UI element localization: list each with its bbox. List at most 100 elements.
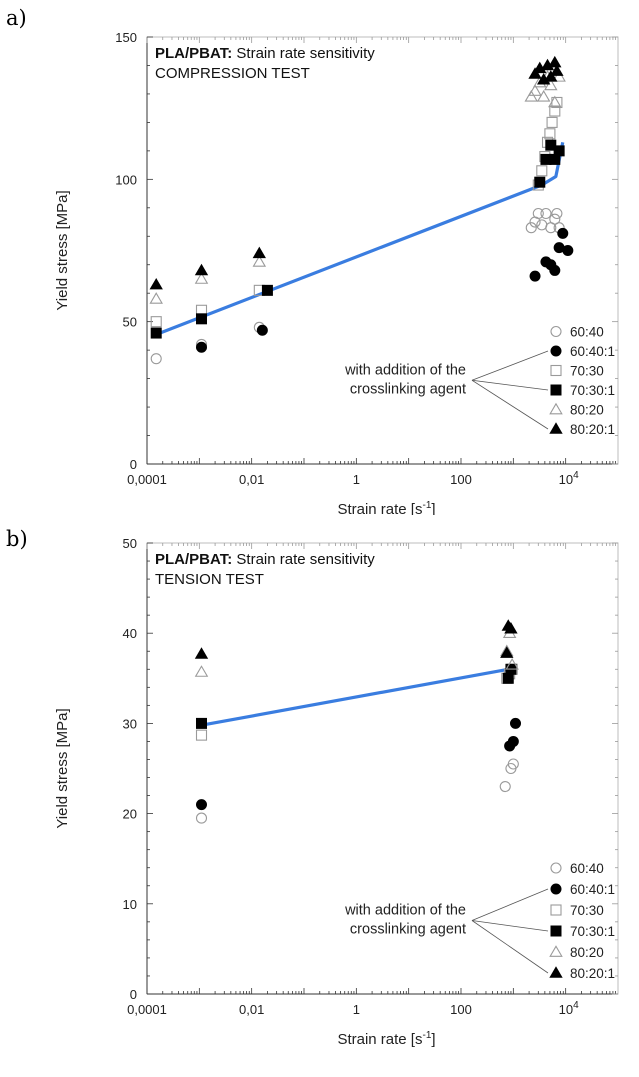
data-point — [529, 270, 541, 282]
data-point — [261, 284, 273, 296]
legend-marker — [549, 402, 563, 415]
data-point — [502, 672, 514, 684]
data-point — [550, 64, 564, 76]
data-point — [532, 207, 544, 220]
x-axis-label: Strain rate [s-1] — [337, 1030, 435, 1048]
x-tick-label: 100 — [450, 1002, 472, 1017]
data-point — [549, 264, 561, 276]
series-80-20-1 — [194, 619, 518, 659]
series-60-40 — [150, 207, 565, 365]
x-axis-label-end: ] — [431, 501, 435, 515]
x-axis-label-base: Strain rate [s — [337, 1031, 422, 1048]
series-60-40-1 — [195, 227, 574, 353]
data-point — [252, 246, 266, 259]
data-point — [546, 116, 558, 128]
data-point — [194, 647, 209, 659]
data-point — [500, 646, 514, 658]
legend-marker — [550, 364, 562, 377]
y-tick-label: 0 — [130, 987, 137, 1002]
x-tick-label: 1 — [353, 472, 360, 487]
y-axis-label: Yield stress [MPa] — [54, 708, 71, 828]
y-tick-label: 100 — [115, 172, 137, 187]
data-point — [194, 272, 209, 284]
data-point — [195, 717, 207, 729]
data-point — [499, 780, 511, 793]
data-point — [507, 735, 519, 747]
data-point — [553, 145, 565, 157]
chart-title: PLA/PBAT: Strain rate sensitivity — [155, 551, 375, 568]
chart-subtitle: COMPRESSION TEST — [155, 65, 310, 82]
y-tick-label: 40 — [123, 626, 137, 641]
legend-marker — [550, 325, 562, 338]
legend-marker — [550, 925, 562, 937]
data-point — [150, 316, 162, 328]
legend-label: 80:20 — [570, 403, 604, 418]
y-tick-label: 30 — [123, 716, 137, 731]
data-point — [548, 55, 562, 68]
annotation-connector — [471, 920, 549, 974]
annotation-connector — [471, 379, 549, 391]
data-point — [150, 353, 162, 365]
data-point — [507, 758, 519, 770]
data-point — [194, 665, 209, 677]
data-point — [557, 227, 569, 239]
chart-title: PLA/PBAT: Strain rate sensitivity — [155, 45, 375, 62]
data-point — [540, 207, 552, 220]
annotation-text: crosslinking agent — [350, 381, 466, 397]
series-80-20 — [194, 626, 519, 677]
legend-marker — [550, 384, 562, 396]
data-point — [195, 313, 207, 325]
legend-label: 60:40:1 — [570, 344, 615, 359]
legend-marker — [550, 345, 562, 357]
legend-label: 60:40:1 — [570, 882, 615, 897]
legend-label: 70:30:1 — [570, 383, 615, 398]
x-tick-label: 1 — [353, 1002, 360, 1017]
x-tick-label: 0,01 — [239, 472, 264, 487]
data-point — [149, 292, 163, 304]
legend-label: 80:20:1 — [570, 422, 615, 437]
y-tick-label: 10 — [123, 897, 137, 912]
data-point — [549, 105, 561, 117]
annotation-connector — [471, 920, 549, 932]
x-axis-label-exponent: -1 — [422, 500, 431, 511]
data-point — [548, 95, 562, 108]
data-point — [195, 799, 207, 811]
data-point — [549, 213, 561, 225]
data-point — [528, 67, 542, 79]
data-point — [252, 255, 267, 267]
data-point — [195, 729, 208, 741]
y-tick-label: 20 — [123, 807, 137, 822]
data-point — [544, 78, 558, 91]
data-point — [505, 657, 519, 670]
data-point — [149, 277, 163, 290]
fit-line — [201, 667, 509, 727]
legend-label: 80:20:1 — [570, 966, 615, 981]
legend-label: 70:30:1 — [570, 924, 615, 939]
series-70-30 — [150, 96, 563, 328]
series-70-30-1 — [150, 139, 565, 339]
data-point — [552, 70, 566, 82]
y-tick-label: 150 — [115, 30, 137, 45]
data-point — [509, 717, 521, 729]
series-80-20 — [149, 70, 566, 304]
x-tick-label: 0,01 — [239, 1002, 264, 1017]
legend-marker — [549, 422, 563, 434]
annotation-connector — [471, 888, 549, 921]
data-point — [194, 263, 209, 276]
x-axis-label: Strain rate [s-1] — [337, 500, 435, 515]
legend-label: 70:30 — [570, 903, 604, 918]
data-point — [524, 89, 539, 102]
x-tick-label: 0,0001 — [127, 1002, 167, 1017]
x-axis-label-base: Strain rate [s — [337, 501, 422, 515]
legend-marker — [550, 904, 562, 916]
data-point — [525, 222, 537, 234]
legend-marker — [549, 966, 563, 978]
chart-title-rest: Strain rate sensitivity — [232, 45, 375, 62]
y-tick-label: 0 — [130, 457, 137, 472]
legend-label: 60:40 — [570, 861, 604, 876]
series-80-20-1 — [149, 55, 564, 290]
legend-marker — [549, 945, 563, 957]
chart-title-bold: PLA/PBAT: — [155, 551, 232, 568]
data-point — [256, 324, 268, 336]
chart-tension: 0,0001 0,01 1 100 104 0 10 20 30 40 50 Yield stress… — [54, 536, 619, 1048]
